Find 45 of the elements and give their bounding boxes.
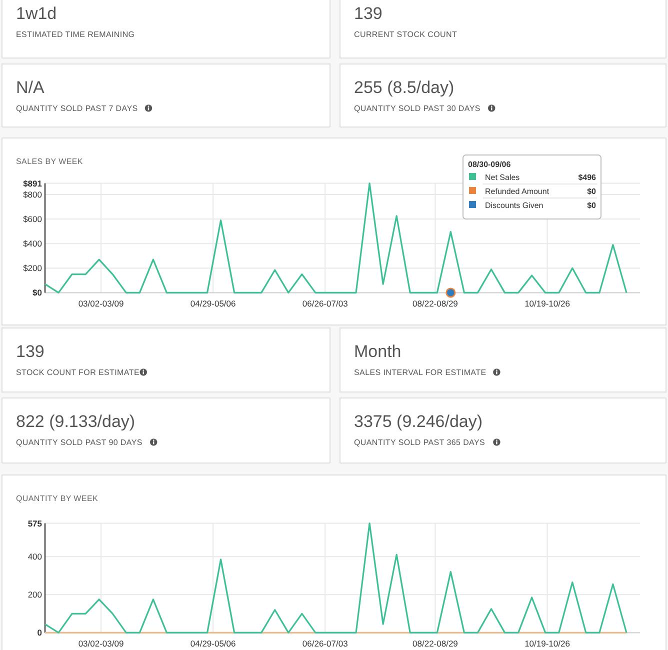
y-tick-label: 400: [28, 552, 42, 562]
text: 139: [16, 342, 44, 361]
x-tick-label: 04/29-05/06: [190, 298, 236, 309]
y-tick-label: $800: [23, 189, 42, 200]
text: 255 (8.5/day): [354, 78, 454, 97]
annotation: $0: [587, 187, 597, 196]
text: 1w1d: [16, 4, 57, 23]
text: QUANTITY SOLD PAST 30 DAYS: [354, 104, 480, 113]
text: SALES INTERVAL FOR ESTIMATE: [354, 368, 486, 377]
x-tick-label: 03/02-03/09: [78, 298, 124, 309]
y-tick-label: $600: [23, 214, 42, 224]
text: QUANTITY SOLD PAST 7 DAYS: [16, 104, 138, 113]
text: CURRENT STOCK COUNT: [354, 30, 458, 39]
text: 3375 (9.246/day): [354, 412, 483, 431]
x-tick-label: 04/29-05/06: [190, 638, 236, 649]
y-tick-label: 200: [28, 590, 42, 600]
text: $496: [578, 173, 597, 182]
text: STOCK COUNT FOR ESTIMATE: [16, 368, 140, 377]
y-tick-label: 575: [28, 518, 42, 528]
y-tick-label: $0: [32, 288, 42, 298]
y-tick-label: $400: [23, 238, 42, 249]
text: Month: [354, 342, 402, 361]
y-tick-label: $891: [23, 178, 42, 188]
x-tick-label: 10/19-10/26: [524, 638, 570, 649]
legend-label: Refunded Amount: [485, 187, 550, 196]
text: QUANTITY SOLD PAST 365 DAYS: [354, 438, 486, 447]
text: 139: [354, 4, 382, 23]
legend-label: Net Sales: [485, 173, 520, 182]
x-tick-label: 03/02-03/09: [78, 638, 124, 649]
y-tick-label: $200: [23, 263, 42, 274]
chart-title: QUANTITY BY WEEK: [16, 494, 98, 503]
legend-label: Discounts Given: [485, 201, 544, 210]
x-tick-label: 08/22-08/29: [412, 638, 458, 649]
text: ESTIMATED TIME REMAINING: [16, 30, 135, 39]
legend-title: 08/30-09/06: [468, 160, 512, 169]
x-tick-label: 10/19-10/26: [524, 298, 570, 309]
text: N/A: [16, 78, 45, 97]
x-tick-label: 08/22-08/29: [412, 298, 458, 309]
annotation: $0: [587, 201, 597, 210]
y-tick-label: 0: [37, 628, 42, 638]
chart-title: SALES BY WEEK: [16, 157, 84, 166]
text: 822 (9.133/day): [16, 412, 136, 431]
text: QUANTITY SOLD PAST 90 DAYS: [16, 438, 142, 447]
x-tick-label: 06/26-07/03: [302, 298, 348, 309]
x-tick-label: 06/26-07/03: [302, 638, 348, 649]
